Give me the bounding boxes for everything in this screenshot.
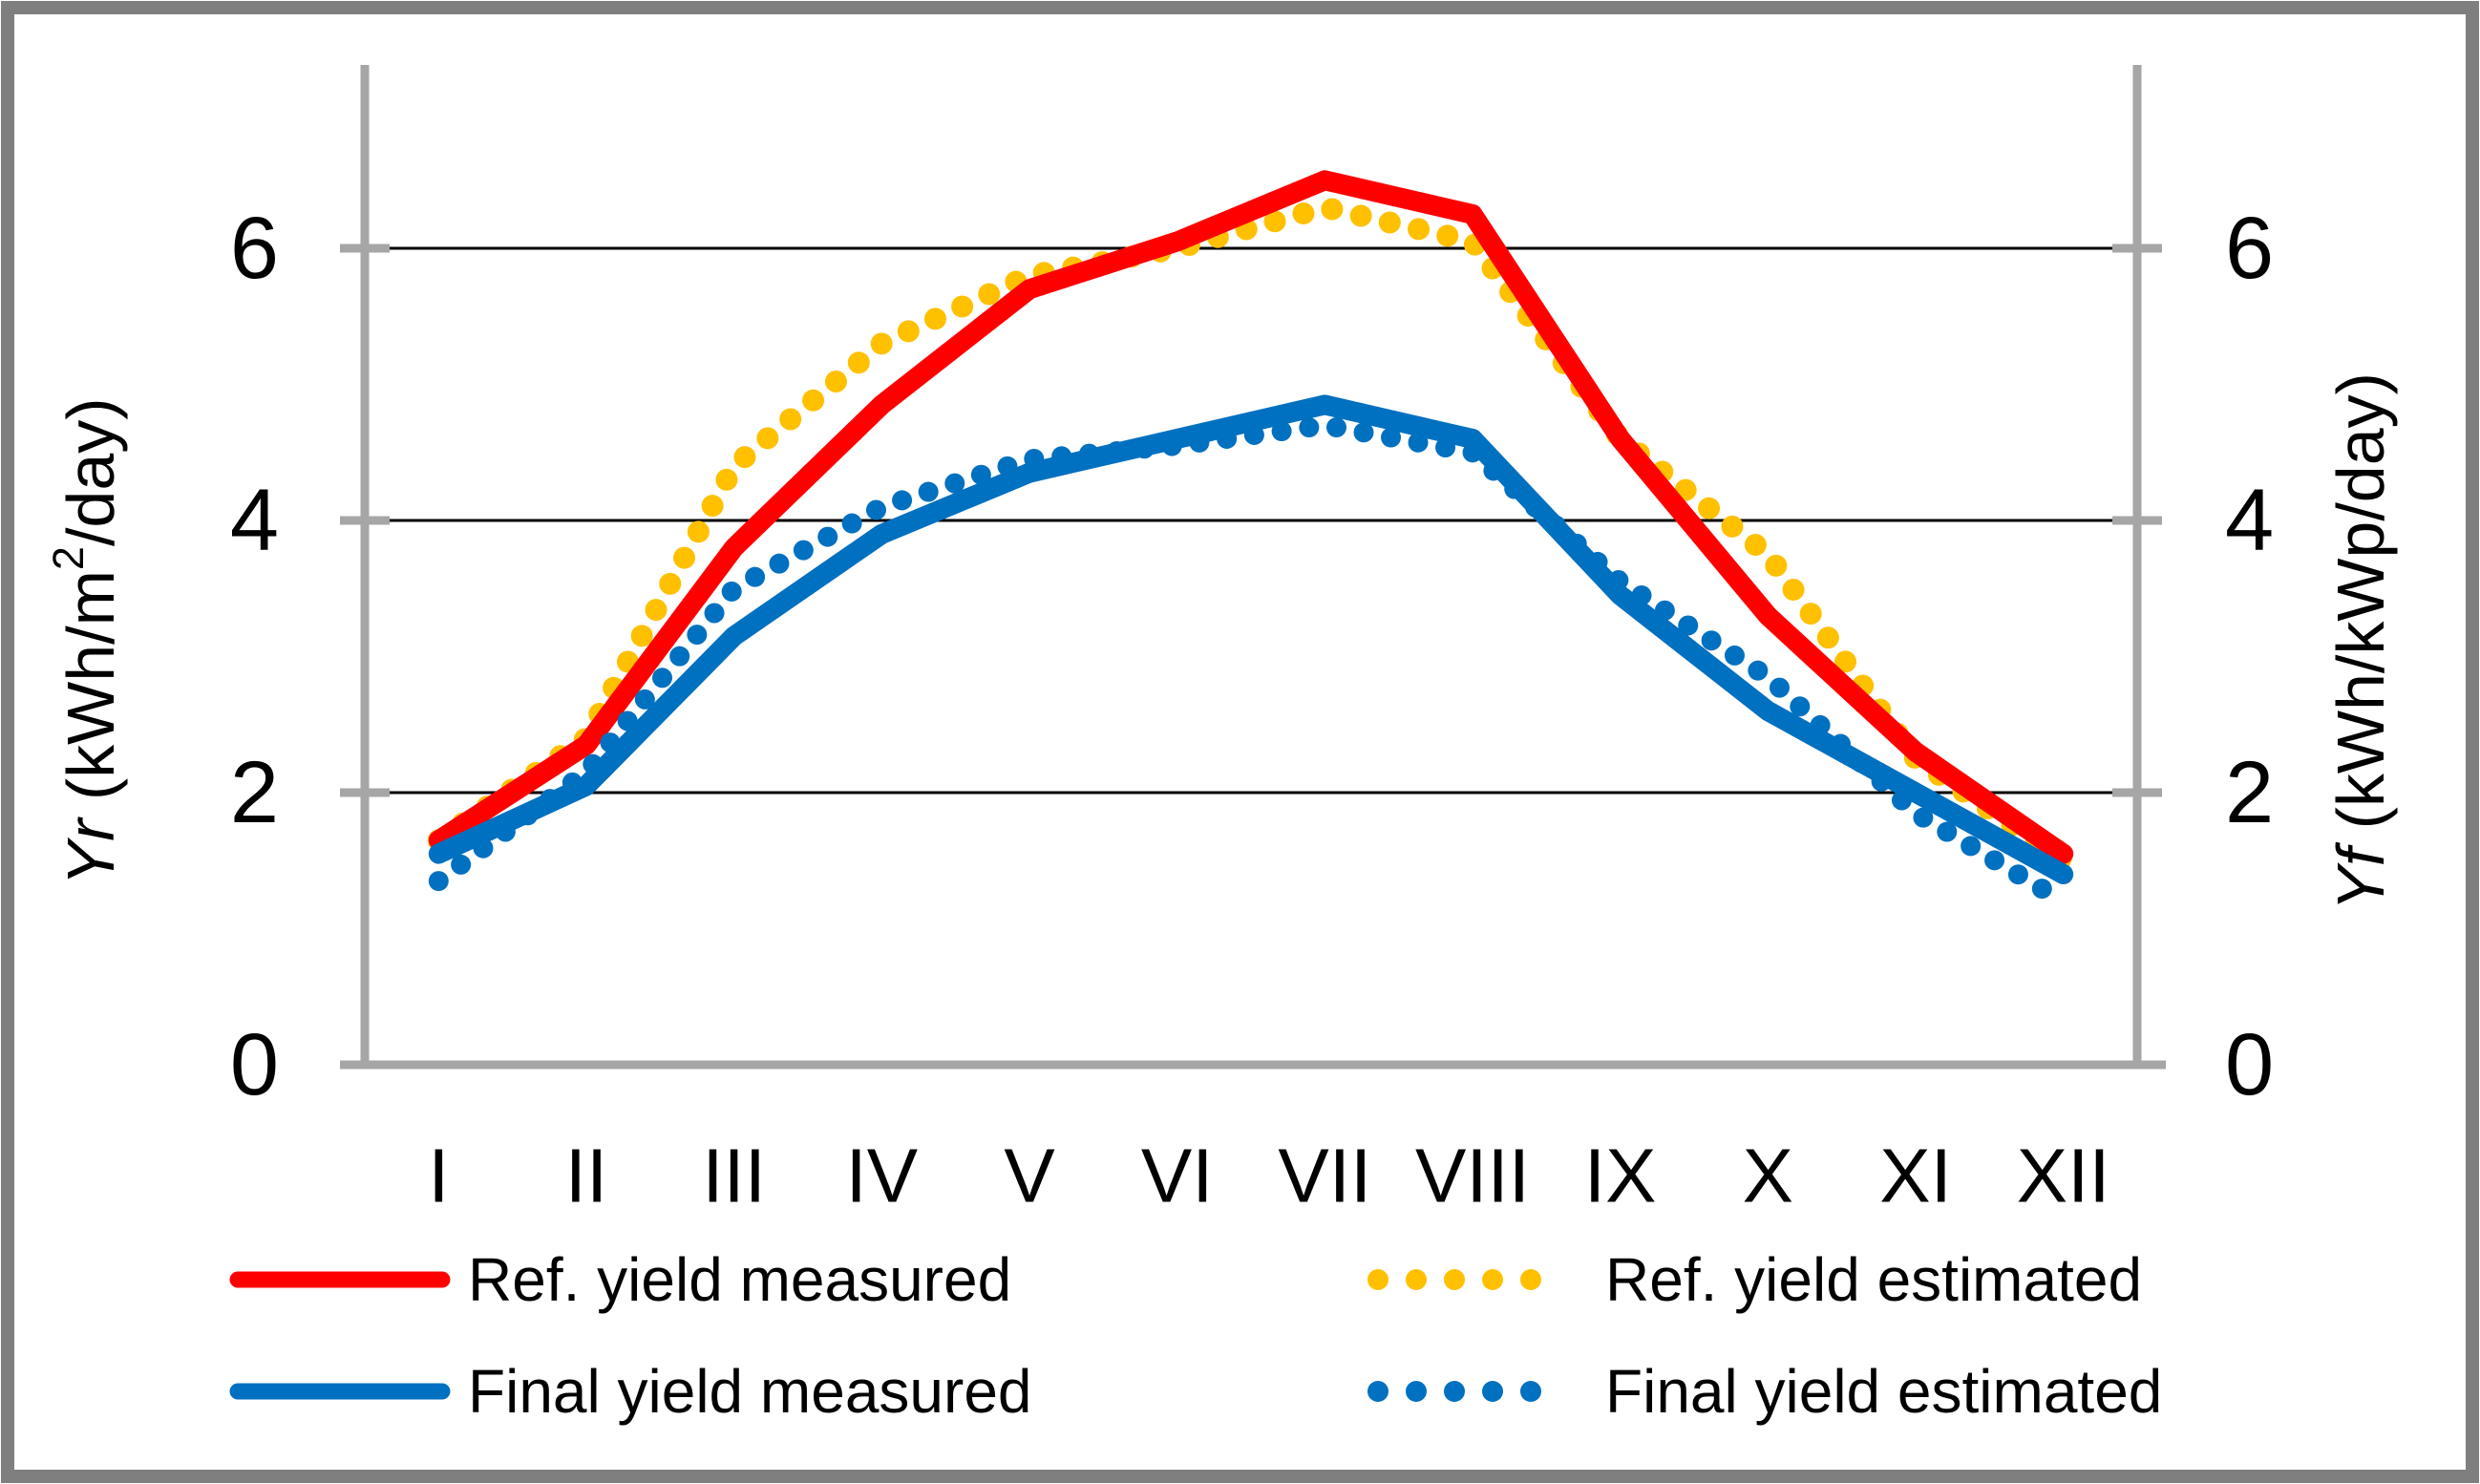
y-tick-label-left-0: 0 <box>230 1016 279 1113</box>
y-tick-label-left-6: 6 <box>230 200 279 297</box>
y-tick-label-right-6: 6 <box>2225 200 2274 297</box>
x-tick-label-V: V <box>1004 1134 1055 1219</box>
y-tick-label-left-4: 4 <box>230 472 279 569</box>
left-axis-title: Yr (kWh/m2/day) <box>44 397 129 885</box>
x-tick-label-VII: VII <box>1278 1134 1371 1219</box>
x-tick-label-I: I <box>428 1134 449 1219</box>
right-axis-title-text: Yf (kWh/kWp/day) <box>2323 372 2398 911</box>
x-tick-label-II: II <box>565 1134 607 1219</box>
y-tick-label-right-0: 0 <box>2225 1016 2274 1113</box>
legend-label-ref-yield-estimated: Ref. yield estimated <box>1605 1245 2142 1314</box>
x-tick-label-III: III <box>702 1134 766 1219</box>
right-axis-title: Yf (kWh/kWp/day) <box>2323 372 2398 911</box>
series-line-ref-yield-estimated <box>427 196 2075 872</box>
y-tick-label-right-2: 2 <box>2225 744 2274 841</box>
x-tick-label-VIII: VIII <box>1415 1134 1530 1219</box>
y-tick-label-left-2: 2 <box>230 744 279 841</box>
legend-label-final-yield-estimated: Final yield estimated <box>1605 1357 2162 1426</box>
legend-label-final-yield-measured: Final yield measured <box>468 1357 1032 1426</box>
x-tick-label-XII: XII <box>2017 1134 2110 1219</box>
series-line-ref-yield-measured <box>428 170 2074 864</box>
legend-label-ref-yield-measured: Ref. yield measured <box>468 1245 1011 1314</box>
series-line-final-yield-measured <box>428 394 2074 884</box>
y-tick-label-right-4: 4 <box>2225 472 2274 569</box>
x-tick-label-XI: XI <box>1879 1134 1952 1219</box>
x-tick-label-IX: IX <box>1584 1134 1657 1219</box>
x-tick-label-VI: VI <box>1141 1134 1214 1219</box>
x-tick-label-IV: IV <box>846 1134 919 1219</box>
left-axis-title-text: Yr (kWh/m2/day) <box>44 397 129 885</box>
x-tick-label-X: X <box>1743 1134 1793 1219</box>
series-line-final-yield-estimated <box>428 414 2074 912</box>
